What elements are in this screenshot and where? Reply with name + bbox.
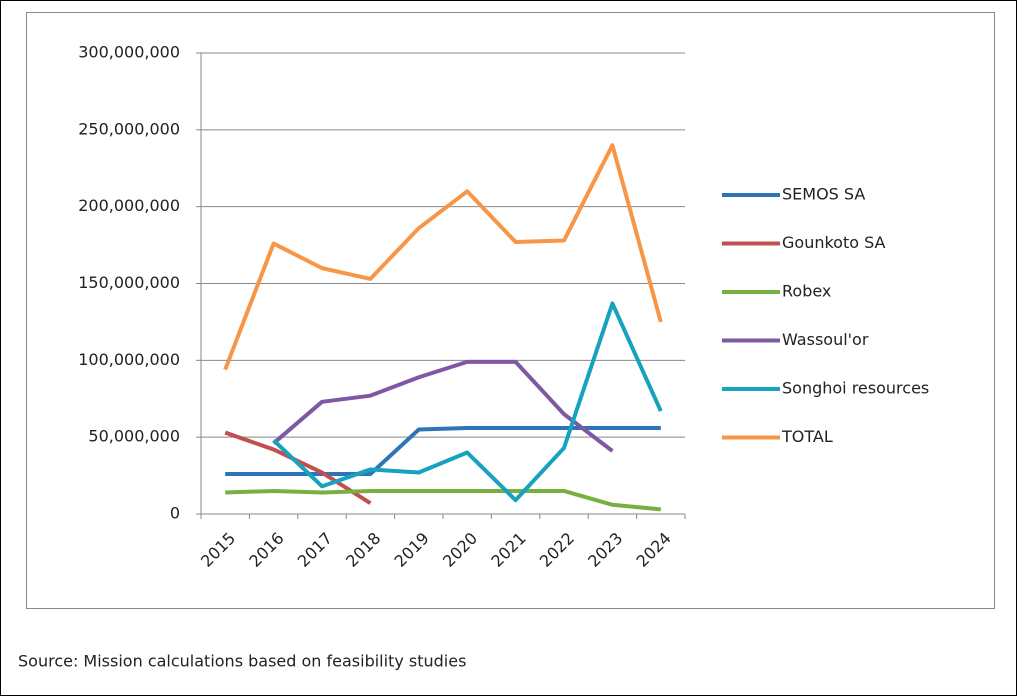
y-tick-label: 150,000,000	[78, 273, 180, 292]
series-line	[272, 359, 614, 453]
series-line	[272, 301, 663, 503]
source-note: Source: Mission calculations based on fe…	[18, 652, 466, 671]
series-line	[223, 143, 663, 371]
legend-label: Songhoi resources	[782, 379, 929, 398]
legend-label: Gounkoto SA	[782, 233, 886, 252]
y-tick-label: 250,000,000	[78, 119, 180, 138]
y-tick-label: 300,000,000	[78, 43, 180, 62]
y-tick-label: 200,000,000	[78, 196, 180, 215]
series-line	[225, 488, 661, 512]
legend-label: Robex	[782, 282, 831, 301]
legend-label: SEMOS SA	[782, 185, 865, 204]
series-line	[225, 425, 661, 477]
y-tick-label: 0	[170, 504, 180, 523]
y-tick-label: 50,000,000	[88, 427, 180, 446]
legend-label: Wassoul'or	[782, 330, 869, 349]
legend-label: TOTAL	[781, 427, 833, 446]
chart-frame	[26, 12, 995, 609]
y-tick-label: 100,000,000	[78, 350, 180, 369]
